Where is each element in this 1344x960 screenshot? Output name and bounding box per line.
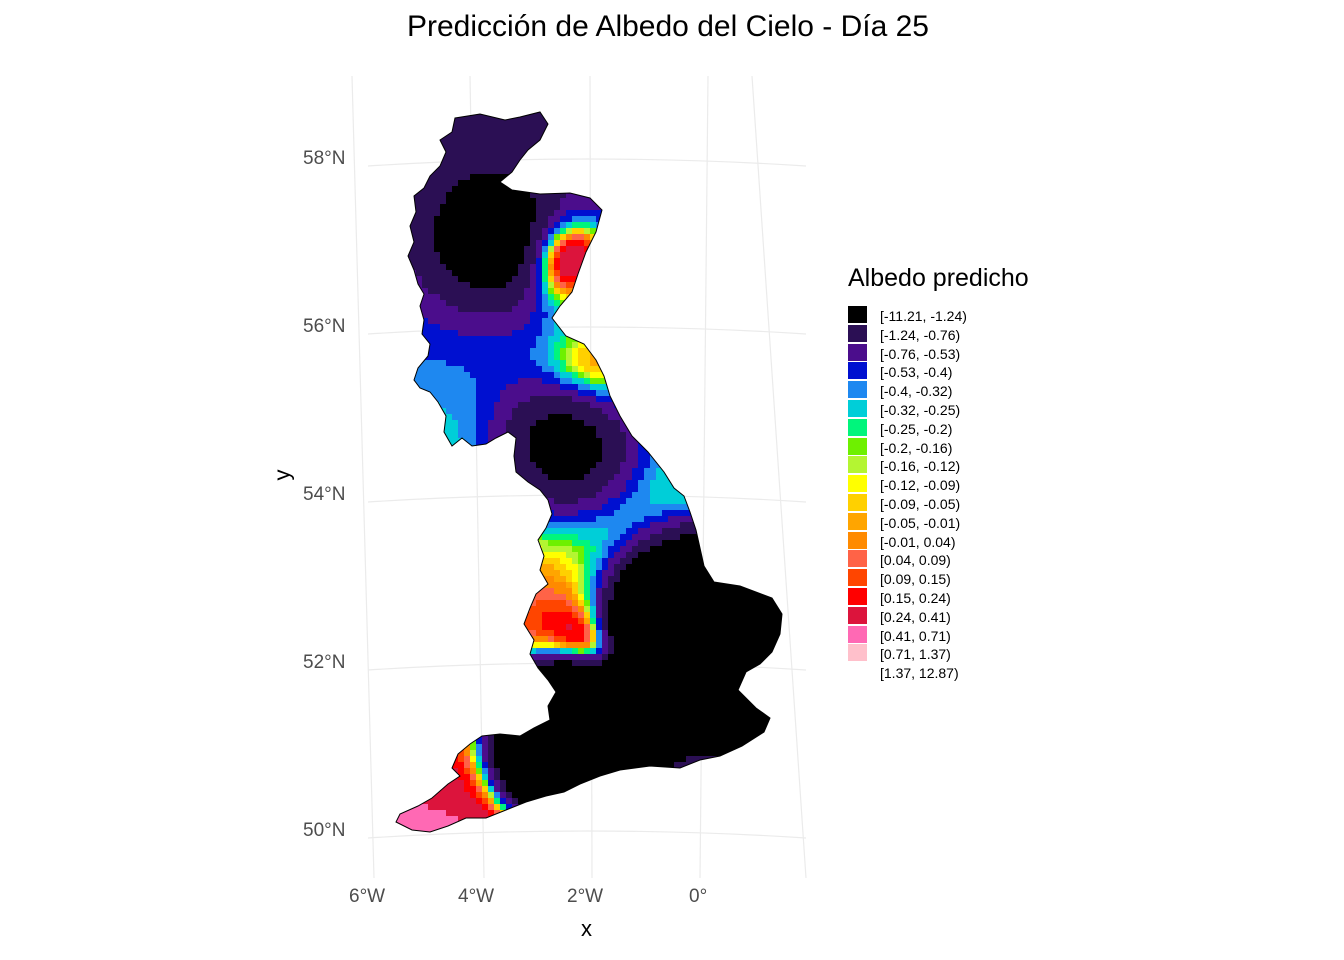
legend-swatch xyxy=(848,456,867,474)
legend-label: [-0.76, -0.53) xyxy=(880,345,961,362)
legend-label: [-0.12, -0.09) xyxy=(880,477,961,494)
grid-line xyxy=(367,830,807,839)
x-tick-label: 4°W xyxy=(458,886,495,907)
legend-label: [-11.21, -1.24) xyxy=(880,308,967,324)
y-tick-label: 54°N xyxy=(303,484,346,505)
legend-swatch xyxy=(848,606,867,624)
legend-label: [-0.25, -0.2) xyxy=(880,420,953,437)
legend-label: [-0.53, -0.4) xyxy=(880,364,953,381)
legend-swatch xyxy=(848,512,867,530)
legend-swatch xyxy=(848,587,867,605)
map-title: Predicción de Albedo del Cielo - Día 25 xyxy=(407,10,929,43)
legend-label: [-0.4, -0.32) xyxy=(880,383,953,400)
legend-swatch xyxy=(848,324,867,342)
y-tick-label: 56°N xyxy=(303,316,346,337)
legend-label: [-0.16, -0.12) xyxy=(880,458,961,475)
legend-swatch xyxy=(848,418,867,436)
legend-label: [0.41, 0.71) xyxy=(880,627,951,644)
x-tick-label: 6°W xyxy=(349,886,386,907)
legend-label: [1.37, 12.87) xyxy=(880,665,959,682)
albedo-raster xyxy=(396,112,782,832)
legend-label: [-1.24, -0.76) xyxy=(880,326,961,343)
legend-swatch xyxy=(848,644,867,662)
legend-swatch xyxy=(848,569,867,587)
legend-swatch xyxy=(848,381,867,399)
x-tick-label: 2°W xyxy=(567,886,604,907)
legend-swatch xyxy=(848,362,867,380)
y-tick-label: 50°N xyxy=(303,820,346,841)
legend-swatch xyxy=(848,399,867,417)
legend-label: [0.24, 0.41) xyxy=(880,608,951,625)
x-tick-label: 0° xyxy=(689,886,708,907)
grid-line xyxy=(367,158,807,167)
y-tick-label: 52°N xyxy=(303,652,346,673)
x-axis-title: x xyxy=(581,916,592,941)
legend-swatch xyxy=(848,550,867,568)
grid-line xyxy=(351,75,375,879)
coastline-outline xyxy=(395,111,783,833)
legend-label: [-0.01, 0.04) xyxy=(880,533,956,550)
legend-swatch xyxy=(848,306,867,323)
legend-label: [-0.05, -0.01) xyxy=(880,514,961,531)
legend-label: [-0.2, -0.16) xyxy=(880,439,953,456)
legend-label: [-0.09, -0.05) xyxy=(880,495,961,512)
legend-label: [0.04, 0.09) xyxy=(880,552,951,569)
legend-swatch xyxy=(848,437,867,455)
y-tick-label: 58°N xyxy=(303,148,346,169)
grid-line xyxy=(751,75,807,879)
legend-swatch xyxy=(848,493,867,511)
legend-swatch xyxy=(848,625,867,643)
legend-swatch xyxy=(848,343,867,361)
legend-label: [0.15, 0.24) xyxy=(880,589,951,606)
y-axis-title: y xyxy=(269,469,295,481)
legend-swatch xyxy=(848,531,867,549)
legend-swatch xyxy=(848,663,867,681)
legend-label: [0.09, 0.15) xyxy=(880,571,951,588)
legend-label: [0.71, 1.37) xyxy=(880,646,951,663)
legend-title: Albedo predicho xyxy=(848,264,1029,292)
legend-label: [-0.32, -0.25) xyxy=(880,401,961,418)
legend-swatch xyxy=(848,475,867,493)
